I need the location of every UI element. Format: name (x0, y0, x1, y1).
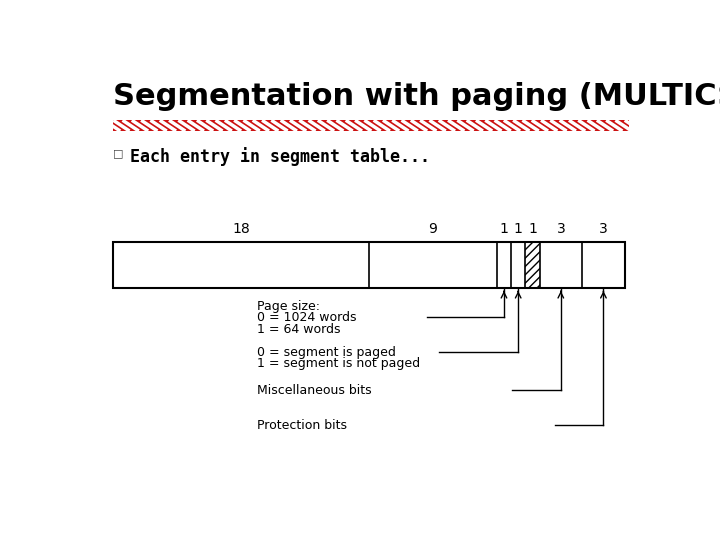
Text: 3: 3 (599, 222, 608, 236)
Text: 1: 1 (528, 222, 537, 236)
Text: Miscellaneous bits: Miscellaneous bits (256, 384, 372, 397)
Text: 9: 9 (428, 222, 437, 236)
Text: 1: 1 (514, 222, 523, 236)
Text: Segment length: Segment length (386, 253, 480, 266)
Text: 3: 3 (557, 222, 565, 236)
Text: Segmentation with paging (MULTICS): Segmentation with paging (MULTICS) (113, 82, 720, 111)
Text: Page size:: Page size: (256, 300, 320, 313)
Text: Protection bits: Protection bits (256, 419, 346, 432)
Text: Main memory address: Main memory address (175, 253, 307, 266)
Text: 1 = 64 words: 1 = 64 words (256, 323, 340, 336)
Text: of the page table: of the page table (190, 264, 292, 277)
Text: □: □ (113, 148, 124, 158)
Bar (113, 120, 629, 131)
Bar (113, 242, 625, 288)
Bar (526, 242, 539, 288)
Text: 0 = segment is paged: 0 = segment is paged (256, 346, 395, 359)
Text: 0 = 1024 words: 0 = 1024 words (256, 311, 356, 324)
Text: (in pages): (in pages) (403, 264, 463, 277)
Text: Each entry in segment table...: Each entry in segment table... (130, 147, 431, 166)
Text: 18: 18 (233, 222, 250, 236)
Text: 1: 1 (500, 222, 508, 236)
Text: 1 = segment is not paged: 1 = segment is not paged (256, 357, 420, 370)
